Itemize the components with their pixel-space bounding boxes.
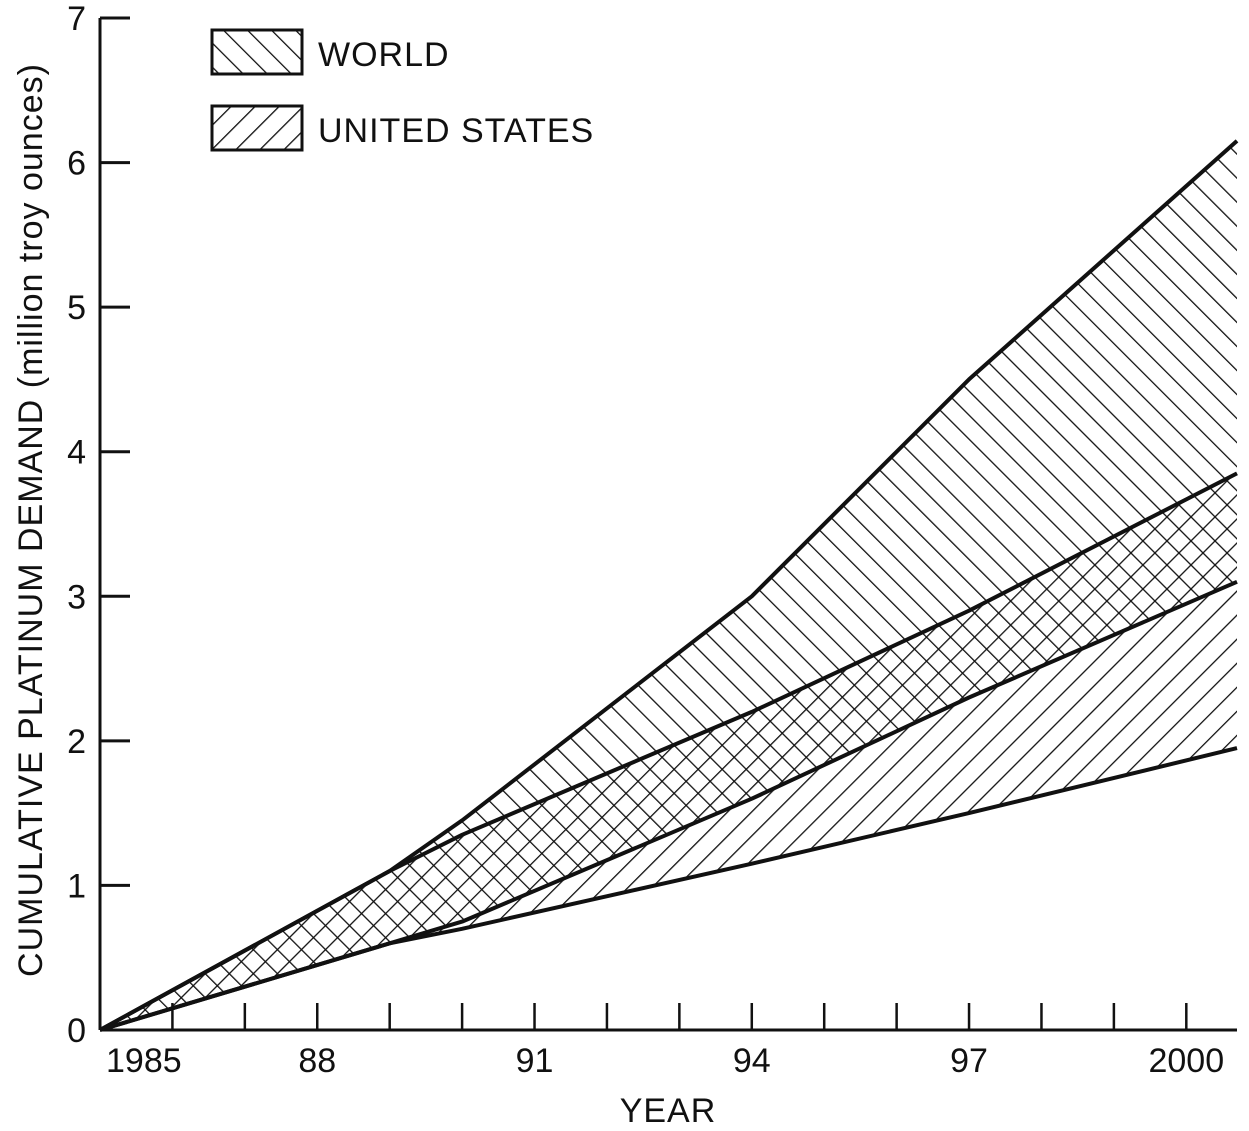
x-tick-label: 97 [950, 1042, 988, 1080]
area-united-states [100, 473, 1237, 1030]
y-axis-title: CUMULATIVE PLATINUM DEMAND (million troy… [12, 63, 50, 977]
legend-swatch-united-states [210, 104, 304, 152]
upper-line-united-states [99, 471, 1238, 1032]
y-tick-label: 0 [67, 1012, 86, 1050]
y-axis-ticks: 0 1 2 3 4 5 6 7 [67, 0, 130, 1050]
legend-swatch-world [210, 28, 304, 76]
lower-line-united-states [99, 746, 1238, 1032]
legend: WORLD UNITED STATES [210, 28, 594, 152]
x-axis-ticks: 1985 88 91 94 97 2000 [106, 1003, 1224, 1080]
x-tick-label: 2000 [1148, 1042, 1224, 1080]
axes [98, 18, 1237, 1032]
y-tick-label: 6 [67, 145, 86, 183]
y-tick-label: 7 [67, 0, 86, 38]
legend-label-united-states: UNITED STATES [318, 112, 594, 150]
legend-item-world: WORLD [210, 28, 450, 76]
y-tick-label: 1 [67, 867, 86, 905]
y-tick-label: 4 [67, 434, 86, 472]
area-world [100, 140, 1237, 1030]
x-axis-title: YEAR [620, 1092, 717, 1130]
y-tick-label: 3 [67, 578, 86, 616]
legend-label-world: WORLD [318, 36, 450, 74]
y-tick-label: 2 [67, 723, 86, 761]
hatched-areas [100, 140, 1237, 1030]
x-tick-label: 94 [733, 1042, 771, 1080]
band-boundary-lines [99, 139, 1239, 1032]
x-tick-label: 1985 [106, 1042, 182, 1080]
legend-item-united-states: UNITED STATES [210, 104, 594, 152]
y-tick-label: 5 [67, 289, 86, 327]
x-tick-label: 91 [516, 1042, 554, 1080]
x-tick-label: 88 [298, 1042, 336, 1080]
